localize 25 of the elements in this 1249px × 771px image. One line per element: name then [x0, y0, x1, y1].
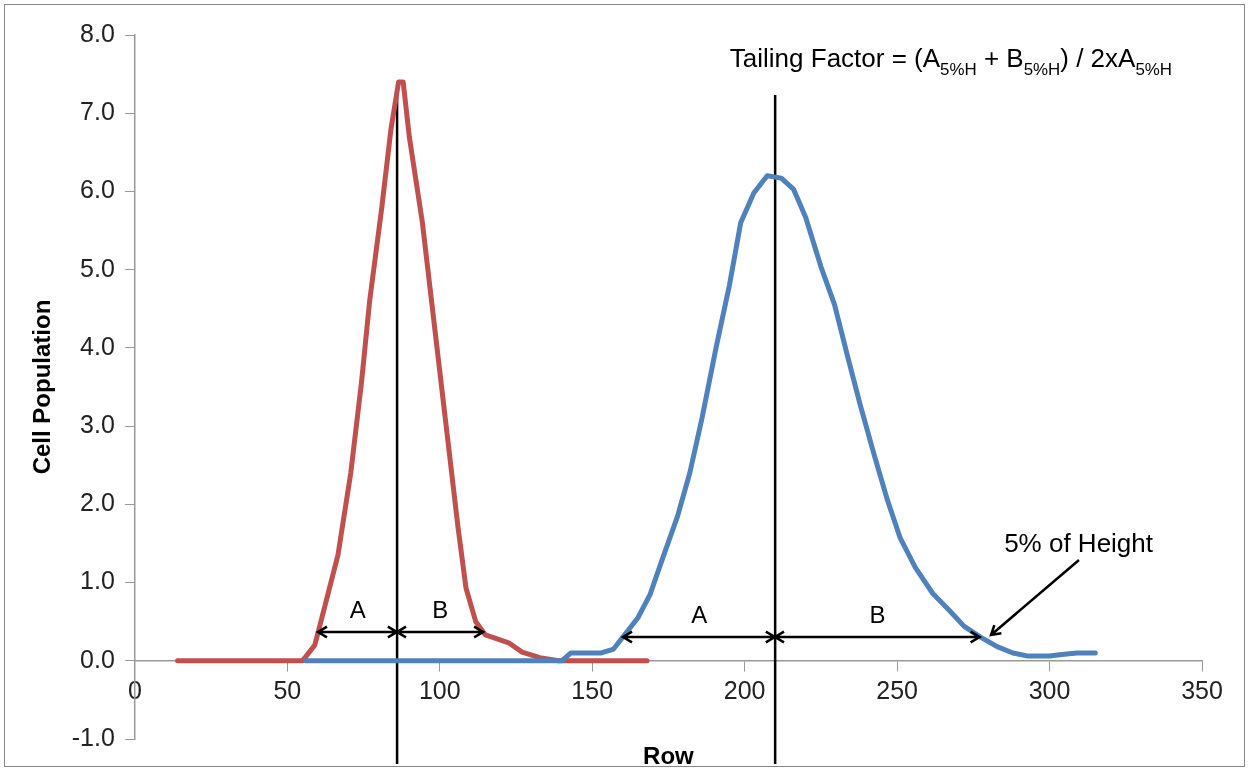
x-tick-label: 300 [1028, 675, 1071, 704]
y-axis-title: Cell Population [28, 299, 56, 475]
x-tick-label: 0 [127, 675, 142, 704]
y-tick-label: 4.0 [80, 331, 115, 360]
y-tick-label: 2.0 [80, 488, 115, 517]
annotation: B [869, 601, 886, 629]
x-tick-label: 200 [723, 675, 766, 704]
x-tick-label: 150 [571, 675, 614, 704]
x-axis-title: Row [643, 741, 695, 769]
y-tick-label: 7.0 [80, 97, 115, 126]
y-tick-label: 1.0 [80, 566, 115, 595]
x-tick-label: 250 [876, 675, 918, 704]
y-tick-label: -1.0 [71, 722, 115, 751]
y-tick-label: 5.0 [80, 253, 115, 282]
x-tick-label: 100 [418, 675, 461, 704]
annotation: A [349, 596, 366, 624]
x-tick-label: 350 [1181, 675, 1223, 704]
y-tick-label: 6.0 [80, 175, 115, 204]
annotation: A [691, 601, 708, 629]
annotation: 5% of Height [1004, 528, 1154, 559]
y-tick-label: 8.0 [80, 18, 115, 47]
y-tick-label: 3.0 [80, 410, 115, 438]
annotation: B [432, 596, 449, 624]
y-tick-label: 0.0 [80, 644, 115, 673]
x-tick-label: 50 [273, 675, 302, 704]
